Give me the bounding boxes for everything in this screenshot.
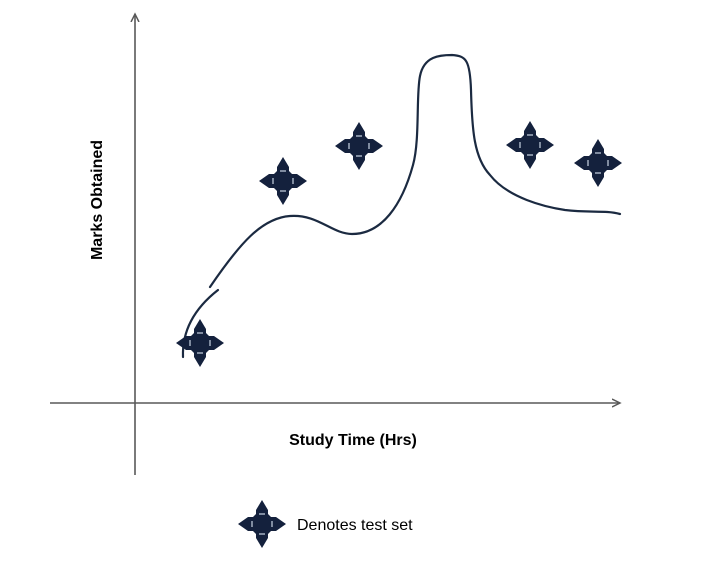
fitted-curve-segment-start <box>181 288 220 359</box>
legend-marker <box>237 499 287 549</box>
test-point-marker <box>505 120 555 170</box>
x-axis-label: Study Time (Hrs) <box>289 432 417 449</box>
fitted-curve <box>208 53 622 289</box>
y-axis-label: Marks Obtained <box>89 140 106 260</box>
test-point-marker <box>334 121 384 171</box>
test-point-marker <box>175 318 225 368</box>
test-point-marker <box>573 138 623 188</box>
test-point-marker <box>258 156 308 206</box>
legend-label: Denotes test set <box>297 517 413 534</box>
